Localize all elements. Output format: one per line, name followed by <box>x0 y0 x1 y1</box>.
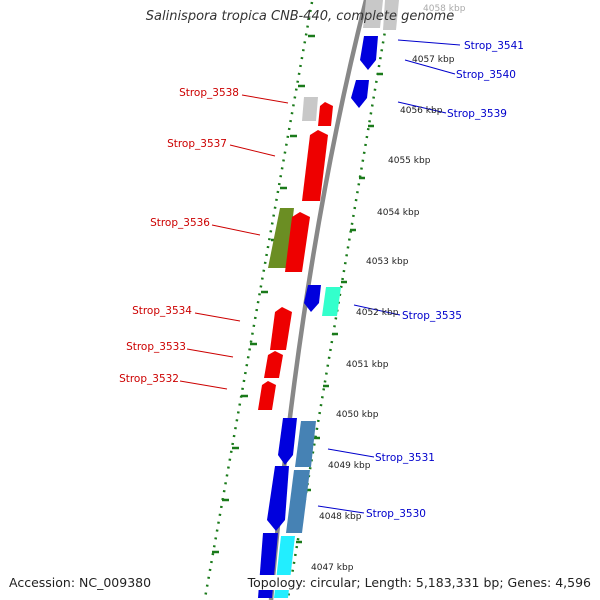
gene-arrow <box>264 351 283 378</box>
gene-arrow <box>318 102 333 126</box>
gene-arrow <box>267 466 289 531</box>
scale-label: 4049 kbp <box>328 461 371 471</box>
gene-label-reverse[interactable]: Strop_3535 <box>402 310 462 322</box>
scale-label: 4052 kbp <box>356 308 399 318</box>
gene-label-forward[interactable]: Strop_3533 <box>126 341 186 353</box>
gene-arrow <box>295 421 316 467</box>
scale-label: 4057 kbp <box>412 55 455 65</box>
gene-label-forward[interactable]: Strop_3538 <box>179 87 239 99</box>
outer-major-ticks <box>296 20 393 544</box>
gene-arrow <box>302 97 318 121</box>
forward-strand-features <box>258 97 333 410</box>
map-title: Salinispora tropica CNB-440, complete ge… <box>145 9 455 24</box>
gene-arrow <box>302 130 328 201</box>
gene-label-reverse[interactable]: Strop_3539 <box>447 108 507 120</box>
scale-label: 4054 kbp <box>377 208 420 218</box>
scale-label: 4047 kbp <box>311 563 354 573</box>
gene-label-reverse[interactable]: Strop_3540 <box>456 69 516 81</box>
scale-label: 4058 kbp <box>423 4 466 14</box>
label-connectors <box>179 39 461 514</box>
accession-label: Accession: NC_009380 <box>9 575 152 590</box>
scale-label: 4048 kbp <box>319 512 362 522</box>
gene-arrow <box>322 287 341 316</box>
gene-arrow <box>278 418 297 465</box>
gene-label-reverse[interactable]: Strop_3541 <box>464 40 524 52</box>
reverse-strand-features <box>258 0 399 598</box>
inner-tick-track <box>203 1 314 599</box>
gene-label-reverse[interactable]: Strop_3530 <box>366 508 426 520</box>
scale-label: 4051 kbp <box>346 360 389 370</box>
genome-summary: Topology: circular; Length: 5,183,331 bp… <box>247 575 591 590</box>
gene-arrow <box>304 285 321 312</box>
scale-label: 4055 kbp <box>388 156 431 166</box>
scale-label: 4056 kbp <box>400 106 443 116</box>
gene-arrow <box>360 36 378 70</box>
scale-label: 4050 kbp <box>336 410 379 420</box>
gene-label-forward[interactable]: Strop_3536 <box>150 217 210 229</box>
scale-label: 4053 kbp <box>366 257 409 267</box>
gene-arrow <box>258 381 276 410</box>
gene-label-forward[interactable]: Strop_3537 <box>167 138 227 150</box>
gene-arrow <box>363 0 383 28</box>
gene-label-forward[interactable]: Strop_3534 <box>132 305 192 317</box>
gene-arrow <box>286 470 310 533</box>
gene-label-forward[interactable]: Strop_3532 <box>119 373 179 385</box>
gene-label-reverse[interactable]: Strop_3531 <box>375 452 435 464</box>
gene-arrow <box>351 80 369 108</box>
gene-arrow <box>285 212 310 272</box>
gene-arrow <box>383 0 399 30</box>
gene-arrow <box>270 307 292 350</box>
